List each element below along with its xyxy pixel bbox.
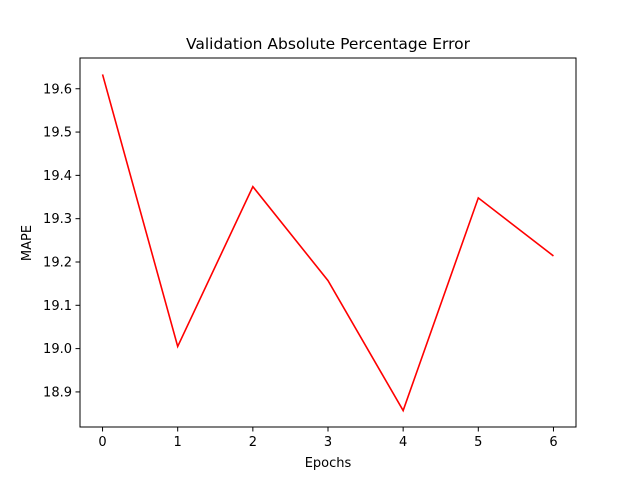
- x-tick-label: 4: [399, 435, 407, 450]
- x-tick-label: 0: [98, 435, 106, 450]
- x-axis: 0 1 2 3 4 5 6: [98, 427, 558, 450]
- y-tick-label: 19.1: [43, 299, 72, 314]
- series-line-0: [101, 74, 554, 413]
- axes-frame: [79, 57, 577, 428]
- y-axis: 18.9 19.0 19.1 19.2 19.3 19.4 19.5 19.6: [43, 82, 80, 400]
- x-tick-label: 2: [249, 435, 257, 450]
- y-tick-label: 19.5: [43, 126, 72, 141]
- x-tick-label: 5: [474, 435, 482, 450]
- x-axis-label: Epochs: [305, 456, 352, 471]
- x-tick-label: 6: [549, 435, 557, 450]
- x-tick-label: 3: [324, 435, 332, 450]
- y-tick-label: 19.4: [43, 169, 72, 184]
- y-tick-label: 19.3: [43, 212, 72, 227]
- chart-title: Validation Absolute Percentage Error: [186, 35, 471, 53]
- y-axis-label: MAPE: [20, 225, 35, 261]
- y-tick-label: 19.0: [43, 342, 72, 357]
- y-tick-label: 19.2: [43, 255, 72, 270]
- y-tick-label: 18.9: [43, 385, 72, 400]
- x-tick-label: 1: [174, 435, 182, 450]
- y-tick-label: 19.6: [43, 82, 72, 97]
- plot-area: [101, 74, 554, 413]
